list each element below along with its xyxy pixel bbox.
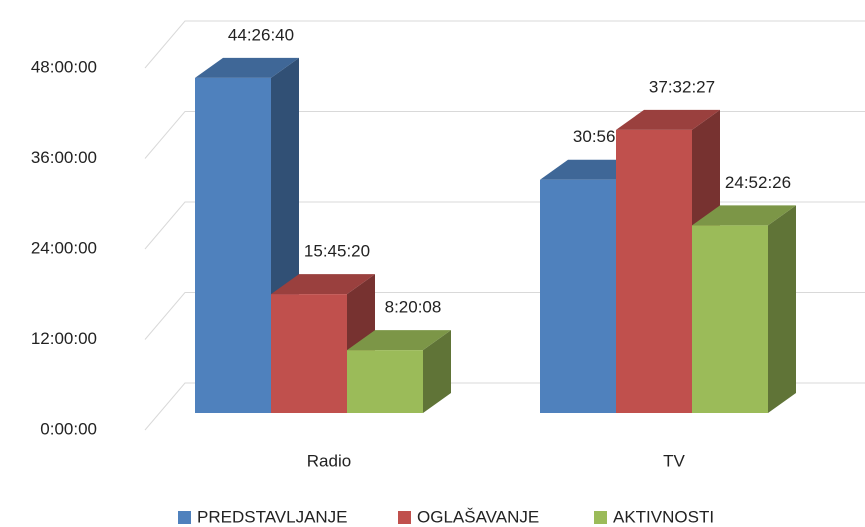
y-tick-label: 0:00:00	[40, 419, 97, 438]
bar	[692, 205, 796, 413]
data-label: 24:52:26	[725, 173, 791, 192]
bar-side	[768, 205, 796, 413]
bar-front	[692, 225, 768, 413]
bar-front	[540, 179, 616, 413]
x-tick-label: TV	[663, 451, 685, 470]
bar-top	[616, 109, 720, 130]
legend-swatch	[398, 511, 411, 524]
legend-label: OGLAŠAVANJE	[417, 507, 539, 526]
y-tick-label: 48:00:00	[31, 57, 97, 76]
legend-label: AKTIVNOSTI	[613, 507, 714, 526]
bar-front	[616, 129, 692, 413]
bar-front	[195, 77, 271, 413]
y-tick-label: 36:00:00	[31, 148, 97, 167]
bar-top	[271, 274, 375, 295]
bar	[347, 330, 451, 413]
data-label: 8:20:08	[385, 298, 442, 317]
bar-side	[423, 330, 451, 413]
bar-top	[195, 57, 299, 78]
grid-line	[144, 20, 865, 69]
data-label: 37:32:27	[649, 77, 715, 96]
grid-line	[144, 111, 865, 159]
x-tick-label: Radio	[307, 451, 351, 470]
y-tick-label: 24:00:00	[31, 238, 97, 257]
legend-label: PREDSTAVLJANJE	[197, 507, 348, 526]
data-label: 44:26:40	[228, 25, 294, 44]
legend-swatch	[594, 511, 607, 524]
legend-swatch	[178, 511, 191, 524]
y-tick-label: 12:00:00	[31, 329, 97, 348]
bar-top	[692, 205, 796, 226]
bar-front	[347, 350, 423, 413]
bar-top	[347, 330, 451, 351]
bar-front	[271, 294, 347, 413]
data-label: 15:45:20	[304, 242, 370, 261]
